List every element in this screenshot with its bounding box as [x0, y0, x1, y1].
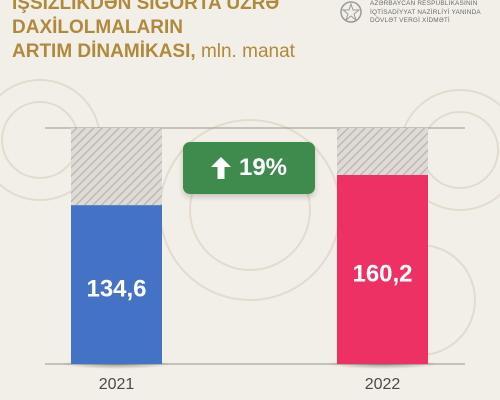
bar-remainder-2022 — [337, 128, 428, 175]
title-line-3-text: ARTIM DİNAMİKASI, — [12, 41, 196, 62]
bar-2021 — [71, 205, 162, 364]
bar-value-label-2022: 160,2 — [352, 260, 412, 287]
organization-name: AZƏRBAYCAN RESPUBLİKASININ İQTİSADİYYAT … — [370, 0, 481, 24]
bar-remainder-2021 — [71, 128, 162, 206]
state-emblem-icon — [340, 1, 362, 23]
growth-percent: 19% — [238, 154, 288, 181]
x-tick-label-2021: 2021 — [99, 376, 135, 393]
arrow-up-icon — [210, 157, 231, 179]
title-unit: mln. manat — [200, 41, 295, 62]
x-tick-label-2022: 2022 — [365, 376, 401, 393]
organization-logo: AZƏRBAYCAN RESPUBLİKASININ İQTİSADİYYAT … — [338, 0, 498, 24]
title-line-1: İŞSİZLİKDƏN SIĞORTA ÜZRƏ — [12, 0, 280, 14]
growth-badge: 19% — [183, 142, 315, 194]
chart-title: İŞSİZLİKDƏN SIĞORTA ÜZRƏ DAXİLOLMALARIN … — [12, 0, 322, 64]
title-line-3: ARTIM DİNAMİKASI, mln. manat — [12, 40, 322, 64]
title-line-2: DAXİLOLMALARIN — [12, 17, 183, 38]
bar-2022 — [337, 174, 428, 364]
bar-value-label-2021: 134,6 — [86, 276, 146, 303]
